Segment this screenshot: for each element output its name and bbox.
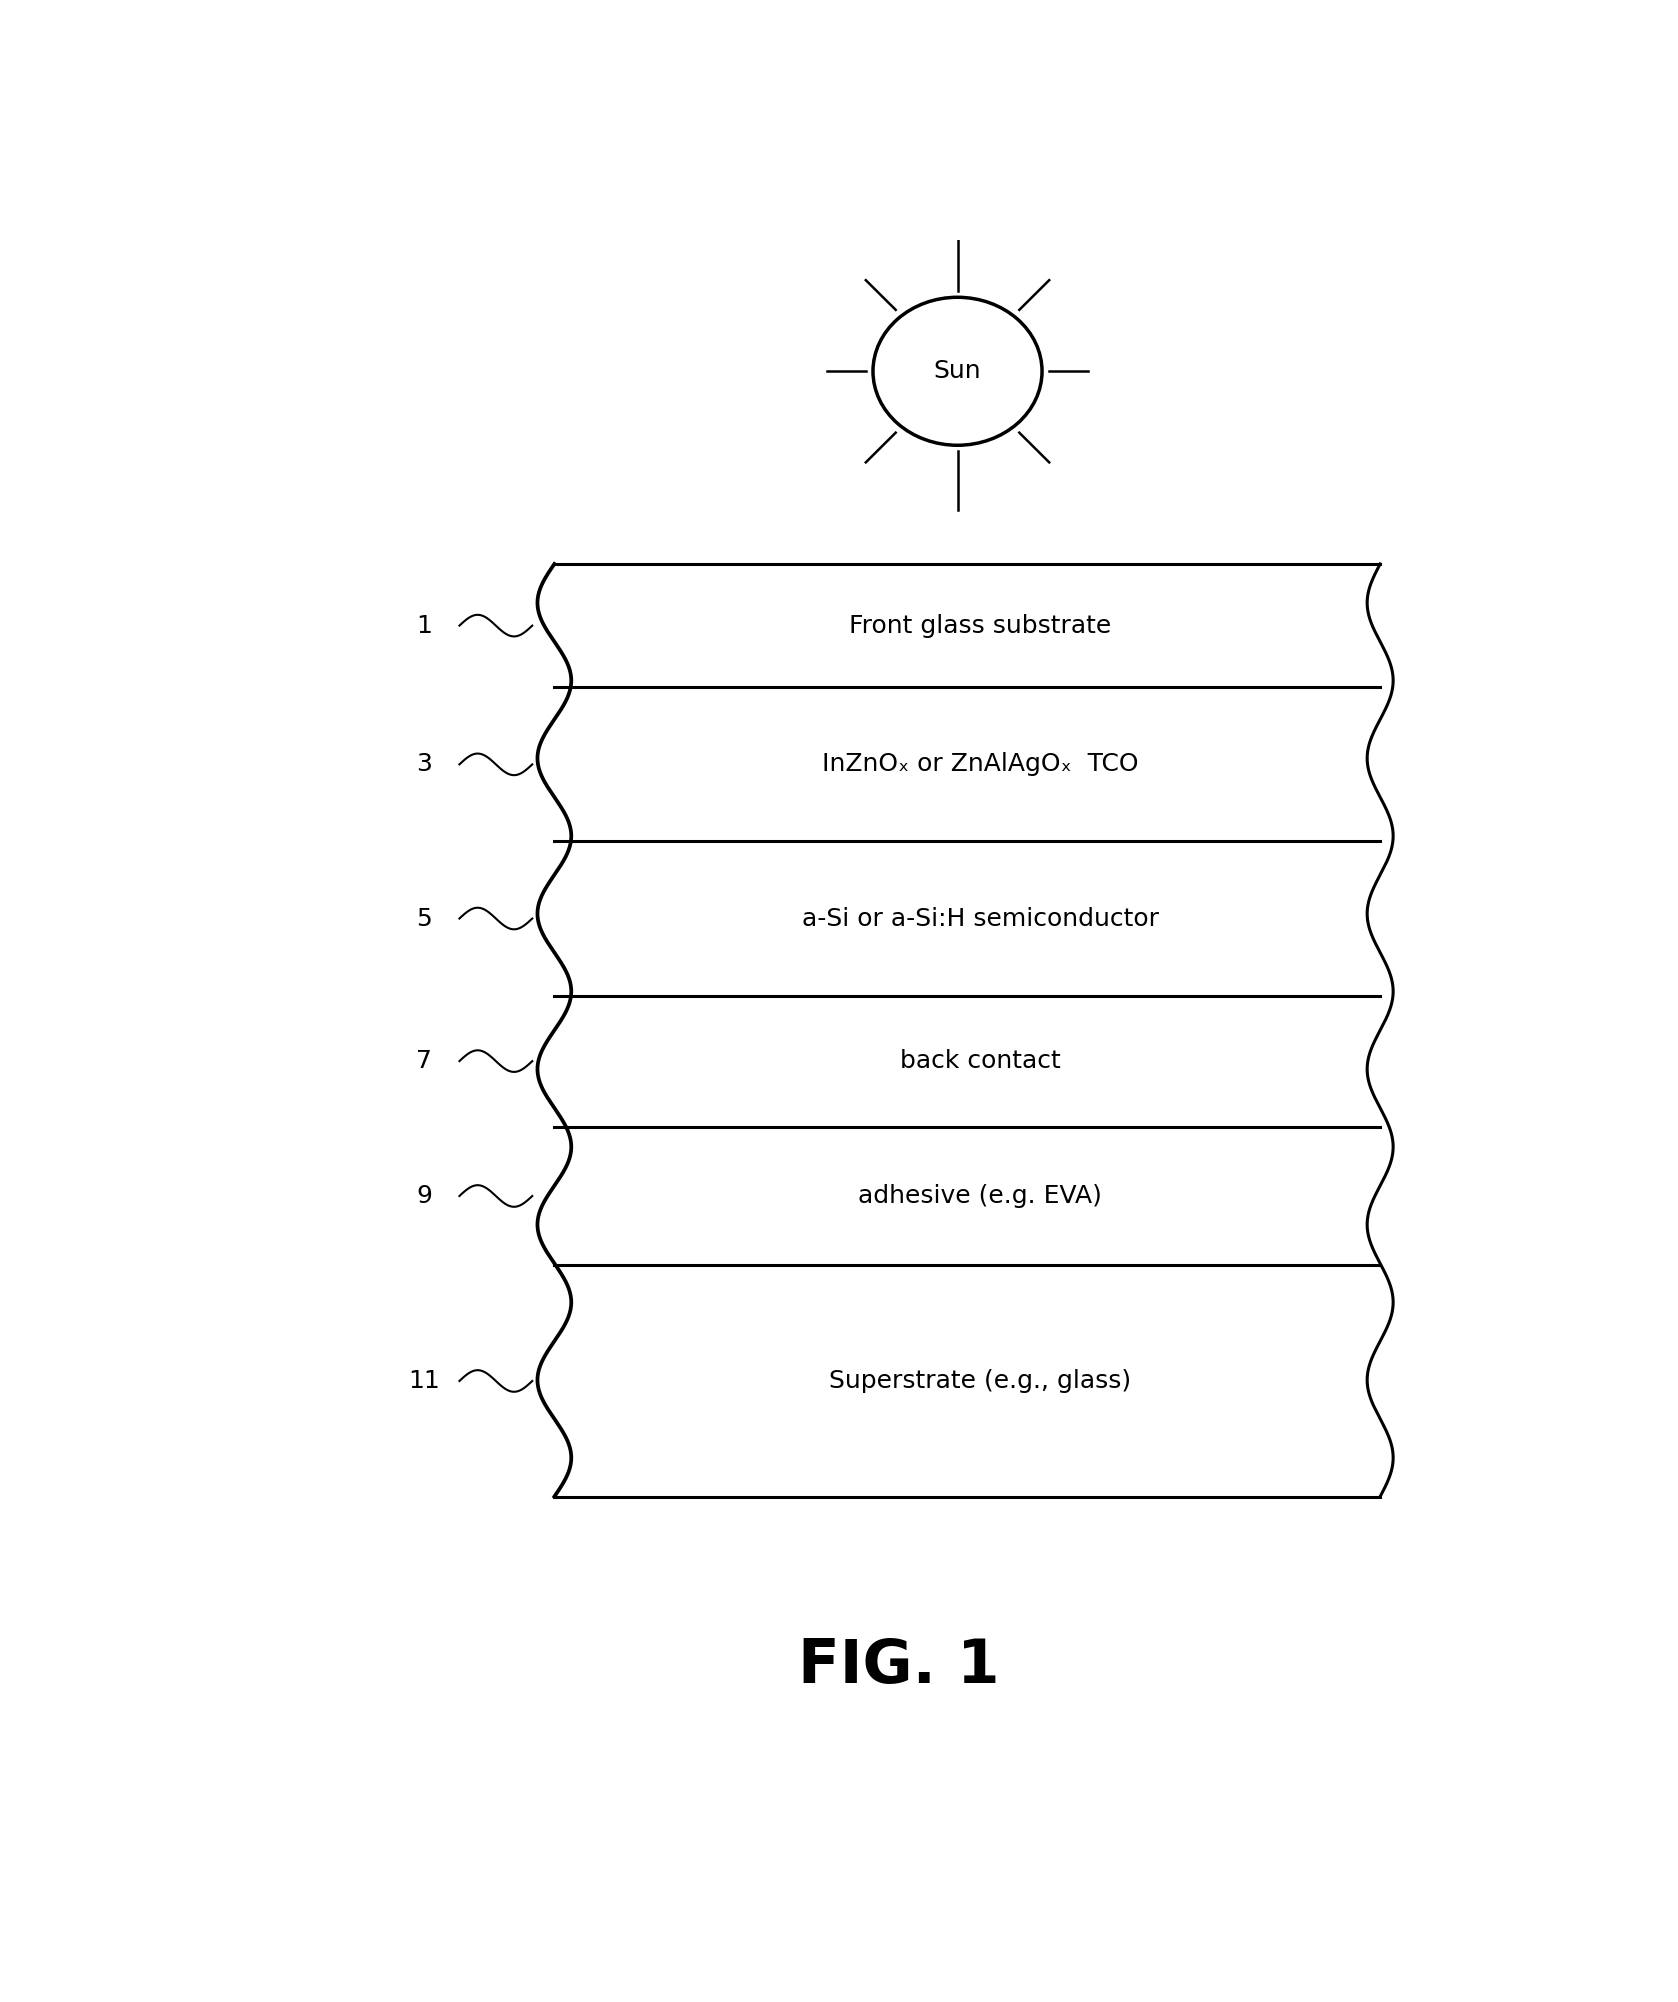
Text: FIG. 1: FIG. 1 (799, 1638, 1000, 1696)
Text: 5: 5 (416, 907, 433, 931)
Text: InZnOₓ or ZnAlAgOₓ  TCO: InZnOₓ or ZnAlAgOₓ TCO (822, 753, 1138, 777)
Text: Superstrate (e.g., glass): Superstrate (e.g., glass) (829, 1369, 1131, 1393)
Text: back contact: back contact (899, 1049, 1060, 1073)
Text: 1: 1 (416, 615, 433, 637)
Text: Front glass substrate: Front glass substrate (849, 615, 1111, 637)
Text: a-Si or a-Si:H semiconductor: a-Si or a-Si:H semiconductor (802, 907, 1159, 931)
Text: adhesive (e.g. EVA): adhesive (e.g. EVA) (859, 1183, 1102, 1207)
Text: 11: 11 (408, 1369, 440, 1393)
Ellipse shape (873, 296, 1042, 444)
Text: 3: 3 (416, 753, 433, 777)
Text: 9: 9 (416, 1183, 433, 1207)
Text: Sun: Sun (933, 358, 982, 382)
Text: 7: 7 (416, 1049, 433, 1073)
